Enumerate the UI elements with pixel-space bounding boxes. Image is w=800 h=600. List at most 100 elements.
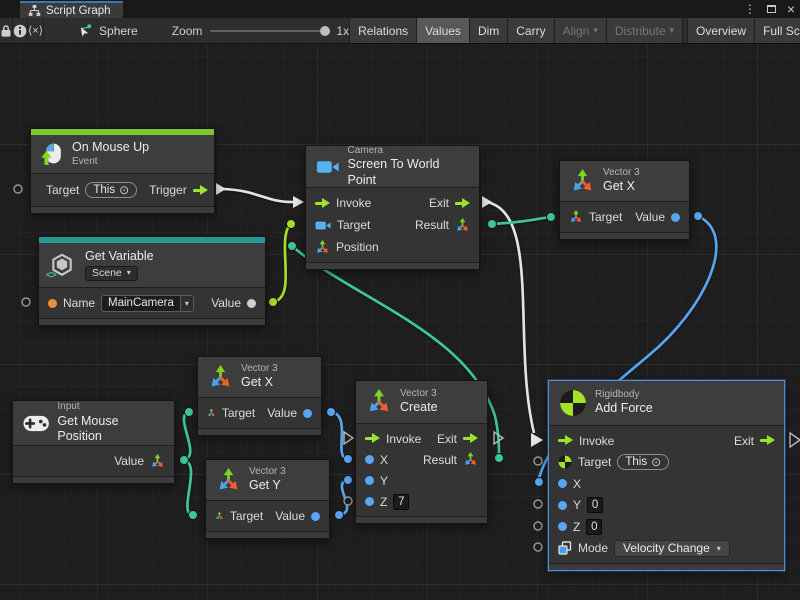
vector3-port-icon[interactable]	[455, 217, 470, 233]
port-mouse-value-out[interactable]	[179, 455, 189, 465]
dim-button[interactable]: Dim	[468, 18, 508, 43]
port-onmouseup-left[interactable]	[13, 184, 23, 194]
port-addforce-y-in[interactable]	[533, 499, 543, 509]
float-port-icon[interactable]	[365, 455, 374, 464]
port-getxmid-value-out[interactable]	[326, 407, 336, 417]
close-icon[interactable]: ×	[786, 1, 795, 17]
port-camera-position-in[interactable]	[287, 241, 297, 251]
graph-breadcrumb[interactable]: Sphere	[78, 18, 138, 43]
port-getvariable-left[interactable]	[21, 297, 31, 307]
rigidbody-port-icon[interactable]	[558, 455, 572, 469]
connection-gety-to-create-y[interactable]	[338, 478, 349, 517]
port-camera-target-in[interactable]	[286, 219, 296, 229]
float-port-icon[interactable]	[558, 479, 567, 489]
node-get-mouse-position[interactable]: Input Get Mouse Position Value	[12, 400, 175, 484]
flow-in-port-icon[interactable]	[365, 433, 380, 444]
port-variable-value-out[interactable]	[268, 297, 278, 307]
float-port-icon[interactable]	[365, 476, 374, 485]
port-getxmid-target-in[interactable]	[184, 407, 194, 417]
z-value-field[interactable]: 7	[393, 493, 410, 510]
node-header[interactable]: Vector 3 Get Y	[206, 460, 329, 500]
overview-button[interactable]: Overview	[687, 18, 755, 43]
port-addforce-mode-in[interactable]	[533, 542, 543, 552]
carry-button[interactable]: Carry	[507, 18, 554, 43]
value-port-icon[interactable]	[247, 298, 256, 308]
connection-getx-to-create-x[interactable]	[330, 410, 347, 461]
connection-mouse-to-getx[interactable]	[182, 410, 192, 462]
variable-name-dropdown[interactable]: MainCamera ▾	[101, 294, 194, 312]
port-invoke-in-create[interactable]	[343, 430, 355, 446]
graph-canvas[interactable]: On Mouse Up Event Target This ⊙ Trigger	[0, 44, 800, 600]
vector3-port-icon[interactable]	[463, 452, 478, 467]
maximize-icon[interactable]	[766, 5, 776, 13]
info-button[interactable]	[13, 18, 28, 43]
port-gety-value-out[interactable]	[334, 510, 344, 520]
vector3-port-icon[interactable]	[315, 239, 330, 255]
target-object-picker[interactable]: This ⊙	[85, 182, 138, 198]
zoom-slider-handle[interactable]	[320, 25, 331, 36]
node-header[interactable]: Vector 3 Create	[356, 381, 487, 423]
port-create-result-out[interactable]	[494, 453, 504, 463]
flow-in-port-icon[interactable]	[558, 435, 573, 446]
tab-script-graph[interactable]: Script Graph	[20, 1, 123, 18]
port-exit-out-create[interactable]	[493, 430, 505, 446]
port-getxtop-target-in[interactable]	[546, 212, 556, 222]
distribute-dropdown[interactable]: Distribute ▾	[605, 18, 683, 43]
node-header[interactable]: <> Get Variable Scene ▾	[39, 243, 265, 287]
node-create-vector3[interactable]: Vector 3 Create Invoke Exit X Result	[355, 380, 488, 524]
connection-mouse-to-gety[interactable]	[183, 458, 193, 517]
flow-out-port-icon[interactable]	[463, 433, 478, 444]
node-get-x-top[interactable]: Vector 3 Get X Target Value	[559, 160, 690, 240]
float-port-icon[interactable]	[558, 522, 567, 532]
float-port-icon[interactable]	[671, 212, 680, 222]
string-port-icon[interactable]	[48, 298, 57, 308]
zoom-slider[interactable]	[210, 25, 331, 36]
flow-out-port-icon[interactable]	[192, 184, 208, 196]
node-on-mouse-up[interactable]: On Mouse Up Event Target This ⊙ Trigger	[30, 128, 215, 214]
y-value-field[interactable]: 0	[587, 497, 604, 514]
code-preview-button[interactable]: ⟨×⟩	[28, 18, 45, 43]
float-port-icon[interactable]	[558, 500, 567, 510]
camera-port-icon[interactable]	[315, 220, 331, 231]
node-header[interactable]: Rigidbody Add Force	[549, 381, 784, 425]
port-create-z-in[interactable]	[343, 496, 353, 506]
port-invoke-in-camera[interactable]	[293, 196, 304, 208]
float-port-icon[interactable]	[365, 497, 374, 506]
port-camera-result-out[interactable]	[487, 219, 497, 229]
full-screen-button[interactable]: Full Screen	[754, 18, 800, 43]
node-add-force[interactable]: Rigidbody Add Force Invoke Exit Target	[548, 380, 785, 571]
z-value-field[interactable]: 0	[586, 518, 603, 535]
node-header[interactable]: Input Get Mouse Position	[13, 401, 174, 445]
node-get-y[interactable]: Vector 3 Get Y Target Value	[205, 459, 330, 539]
node-get-x-mid[interactable]: Vector 3 Get X Target Value	[197, 356, 322, 436]
flow-out-port-icon[interactable]	[760, 435, 775, 446]
float-port-icon[interactable]	[303, 408, 312, 418]
vector3-port-icon[interactable]	[215, 509, 224, 523]
node-header[interactable]: Vector 3 Get X	[198, 357, 321, 397]
vector3-port-icon[interactable]	[207, 406, 216, 420]
align-dropdown[interactable]: Align ▾	[553, 18, 606, 43]
float-port-icon[interactable]	[311, 511, 320, 521]
port-invoke-in-addforce[interactable]	[531, 433, 543, 447]
target-object-picker[interactable]: This ⊙	[617, 454, 670, 471]
flow-out-port-icon[interactable]	[455, 197, 470, 209]
port-addforce-x-in[interactable]	[534, 477, 544, 487]
force-mode-icon[interactable]	[558, 541, 572, 555]
vector3-port-icon[interactable]	[569, 210, 583, 224]
connection-variable-to-target[interactable]	[272, 224, 292, 304]
port-exit-out-camera[interactable]	[482, 196, 492, 208]
node-get-variable[interactable]: <> Get Variable Scene ▾ Name MainCamera	[38, 236, 266, 326]
connection-exit-to-invoke[interactable]	[486, 200, 536, 434]
connection-trigger-to-invoke[interactable]	[221, 187, 294, 204]
variable-scope-dropdown[interactable]: Scene ▾	[85, 265, 138, 281]
node-header[interactable]: Camera Screen To World Point	[306, 145, 479, 187]
port-create-y-in[interactable]	[343, 475, 353, 485]
node-header[interactable]: Vector 3 Get X	[560, 161, 689, 201]
force-mode-dropdown[interactable]: Velocity Change ▾	[614, 539, 730, 557]
values-button[interactable]: Values	[416, 18, 469, 43]
flow-in-port-icon[interactable]	[315, 197, 330, 209]
node-header[interactable]: On Mouse Up Event	[31, 135, 214, 173]
port-gety-target-in[interactable]	[188, 510, 198, 520]
window-menu-icon[interactable]: ⋮	[743, 2, 756, 16]
port-trigger-out[interactable]	[216, 183, 226, 195]
